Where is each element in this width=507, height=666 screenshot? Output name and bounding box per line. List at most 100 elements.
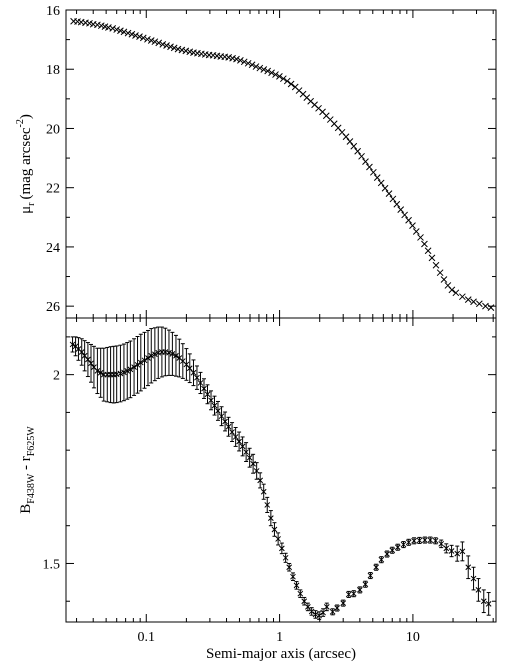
bottom-data-point [232, 427, 239, 447]
top-data-point [240, 58, 248, 66]
top-data-point [124, 29, 132, 37]
bottom-data-point [279, 542, 285, 555]
top-plot-frame [65, 9, 497, 319]
top-ylabel-close: ) [18, 114, 34, 119]
bottom-data-point [131, 338, 137, 396]
bottom-data-point [389, 546, 396, 554]
top-data-point [182, 47, 190, 55]
top-ytick-label: 20 [46, 122, 60, 137]
surface-brightness-panel: 16 18 20 22 24 26 μr (mag arcsec-2) [15, 4, 497, 319]
bottom-data-point [475, 578, 482, 602]
x-axis-label: Semi-major axis (arcsec) [206, 646, 356, 662]
bottom-data-point [169, 331, 176, 376]
bottom-data-point [459, 541, 466, 562]
bottom-axis-ticks [66, 318, 496, 622]
top-ytick-label: 18 [46, 63, 60, 78]
bottom-data-point [246, 447, 253, 468]
bottom-data-point [127, 340, 134, 399]
bottom-data-point [72, 336, 79, 357]
bottom-ytick-labels: 1.52 [43, 369, 61, 573]
top-data-point [482, 302, 489, 310]
bottom-data-point [222, 411, 228, 432]
top-data-point [233, 55, 240, 63]
bottom-data-point [152, 327, 158, 382]
bottom-data-point [275, 532, 281, 546]
bottom-data-point [454, 545, 461, 562]
bottom-data-point [113, 345, 120, 404]
top-data-point [225, 54, 233, 61]
bottom-data-point [470, 566, 477, 591]
bottom-data-point [357, 586, 363, 594]
top-data-point [424, 247, 432, 255]
bottom-data-point [384, 550, 390, 558]
bottom-data-point [162, 327, 169, 377]
bottom-data-point [194, 365, 200, 390]
bottom-data-point [110, 345, 117, 404]
top-data-point [448, 286, 456, 294]
bottom-data-point [485, 592, 492, 616]
bottom-data-point [243, 442, 249, 463]
top-data-point [147, 37, 155, 44]
bottom-data-point [204, 384, 211, 405]
top-data-point [136, 33, 143, 41]
bottom-data-point [141, 331, 148, 389]
bottom-data-point [264, 496, 271, 513]
bottom-data-point [208, 390, 214, 411]
bottom-data-point [229, 422, 235, 442]
bottom-plot-frame [65, 317, 497, 623]
color-profile-panel: 1.52 0.1 1 10 BF438W - rF625W Semi-major a… [18, 317, 497, 662]
top-data-point [381, 184, 389, 192]
bottom-data-point [183, 348, 190, 381]
bottom-data-point [282, 552, 289, 563]
bottom-data-point [316, 611, 322, 620]
top-ytick-labels: 16 18 20 22 24 26 [46, 4, 60, 315]
top-data-point [373, 174, 381, 181]
bottom-ylabel-sub1: F438W [26, 473, 37, 504]
top-ylabel-sup: -2 [15, 119, 26, 127]
bottom-data-point [186, 353, 193, 384]
top-data-point [229, 54, 236, 62]
xtick-label: 1 [276, 630, 283, 645]
top-data-point [252, 63, 260, 70]
top-data-point [283, 77, 291, 85]
top-data-point [139, 34, 147, 42]
top-data-point [389, 195, 397, 203]
bottom-data-point [271, 522, 278, 537]
top-data-point [151, 38, 159, 46]
top-data-point [128, 30, 136, 38]
top-data-point [256, 64, 264, 72]
bottom-data-point [438, 539, 445, 549]
bottom-data-point [312, 610, 319, 619]
bottom-data-point [286, 562, 293, 572]
bottom-data-point [107, 346, 114, 404]
top-data-point [432, 261, 440, 269]
top-data-point [393, 200, 401, 208]
top-ytick-label: 16 [46, 4, 60, 19]
top-data-point [144, 35, 151, 43]
bottom-data-point [121, 343, 127, 402]
bottom-data-point [257, 472, 264, 489]
bottom-data-point [117, 344, 124, 403]
bottom-data-point [334, 604, 340, 612]
top-data-point [487, 304, 495, 311]
bottom-data-point [297, 589, 304, 598]
top-data-point [178, 46, 186, 54]
top-data-point [366, 163, 373, 171]
top-axis-ticks [66, 9, 496, 318]
top-data-point [244, 59, 252, 67]
top-data-point [113, 26, 121, 33]
bottom-ylabel-dash: - r [18, 456, 34, 474]
bottom-data-point [432, 537, 439, 545]
top-ylabel-tail: (mag arcsec [18, 127, 34, 199]
bottom-data-point [427, 536, 434, 544]
top-ytick-label: 24 [46, 241, 60, 256]
bottom-ylabel-sub2: F625W [26, 426, 37, 457]
top-ylabel-sub: r [26, 202, 37, 206]
bottom-ylabel: BF438W - rF625W [18, 426, 37, 514]
bottom-data-point [218, 406, 225, 427]
top-data-point [417, 234, 424, 241]
bottom-data-points [69, 326, 492, 620]
bottom-data-point [367, 572, 374, 580]
top-data-point [409, 222, 416, 229]
top-data-points [70, 17, 495, 311]
